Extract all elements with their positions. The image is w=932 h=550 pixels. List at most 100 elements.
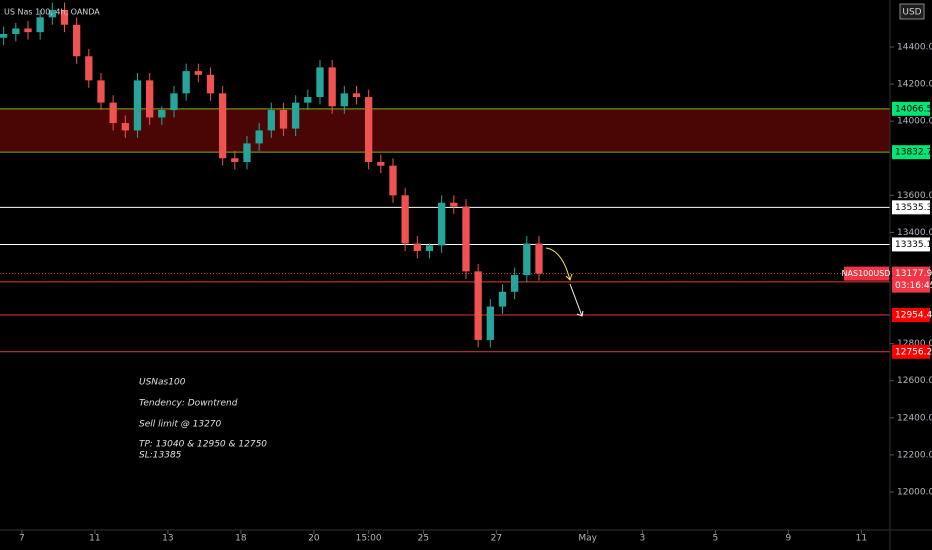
level-label: 12756.2 [895, 347, 932, 357]
candle-body [36, 17, 44, 33]
x-tick-label: 13 [162, 534, 173, 544]
candle-body [316, 67, 324, 98]
y-tick-label: 13600.0 [897, 191, 932, 201]
level-label: 14066.5 [895, 104, 932, 114]
candle-body [304, 97, 312, 103]
candle-body [255, 130, 263, 144]
candle-layer [0, 2, 543, 348]
x-tick-label: 18 [235, 534, 247, 544]
level-label-box [892, 237, 930, 252]
candle-body [12, 28, 20, 35]
candle-body [450, 202, 458, 207]
candle-body [474, 271, 482, 340]
candle-body [243, 143, 251, 162]
x-tick-label: 9 [786, 534, 792, 544]
candle-body [328, 67, 336, 107]
arrow-head [565, 273, 573, 281]
candle-body [24, 28, 32, 33]
symbol-title: US Nas 100, 4h, OANDA [4, 8, 100, 17]
candle-body [219, 93, 227, 159]
x-tick-label: 7 [19, 534, 25, 544]
x-tick-label: 5 [713, 534, 719, 544]
note: Tendency: Downtrend [139, 399, 238, 409]
level-label: 13832.7 [895, 148, 932, 158]
candle-body [413, 243, 421, 251]
candle-body [85, 56, 93, 81]
x-tick-label: 11 [89, 534, 100, 544]
price-name-box [844, 266, 889, 281]
x-tick-label: 15:00 [356, 534, 382, 544]
y-tick-label: 14200.0 [897, 80, 932, 90]
y-tick-label: 12000.0 [897, 487, 932, 497]
y-tick-label: 12800.0 [897, 339, 932, 349]
candle-body [231, 158, 239, 162]
currency-box [899, 3, 925, 20]
candle-body [401, 195, 409, 244]
candle-body [182, 71, 190, 94]
candle-body [535, 243, 543, 274]
level-label: 12954.4 [895, 311, 932, 321]
candle-body [48, 9, 56, 18]
y-tick-label: 14000.0 [897, 117, 932, 127]
candle-body [511, 275, 519, 292]
candle-body [377, 161, 385, 166]
axis-layer: 14400.0 14200.0 14000.0 13600.0 13400.0 12800… [19, 43, 932, 544]
zone-layer [0, 108, 890, 153]
x-tick-label: 27 [491, 534, 502, 544]
y-tick-label: 12200.0 [897, 450, 932, 460]
level-label: 13335.1 [895, 240, 932, 250]
candle-body [389, 165, 397, 196]
candle-body [170, 93, 178, 111]
x-tick-label: 11 [856, 534, 867, 544]
candle-body [97, 80, 105, 103]
candle-body [60, 9, 69, 25]
candle-body [352, 93, 361, 98]
note: TP: 13040 & 12950 & 12750 [139, 440, 267, 450]
candle-body [340, 93, 348, 107]
note: SL:13385 [139, 451, 182, 461]
y-tick-label: 13400.0 [897, 228, 932, 238]
candle-body [267, 110, 275, 131]
candle-body [523, 243, 531, 276]
x-tick-label: May [578, 534, 597, 544]
y-tick-label: 12400.0 [897, 413, 932, 423]
price-name: NAS100USD [842, 269, 891, 278]
candle-body [109, 102, 117, 124]
price-value: 13177.9 [895, 269, 932, 279]
level-label: 13535.3 [895, 203, 932, 213]
level-label-box [892, 344, 930, 359]
level-label-box [892, 145, 930, 160]
zone [0, 108, 890, 153]
candle-body [486, 306, 494, 340]
candle-body [73, 24, 81, 57]
x-tick-label: 20 [308, 534, 320, 544]
candle-body [121, 123, 129, 131]
candle-body [158, 110, 166, 118]
level-label-box [892, 200, 930, 215]
candle-body [365, 97, 373, 162]
candle-body [133, 80, 142, 131]
arrow [545, 247, 571, 281]
y-tick-label: 14400.0 [897, 43, 932, 53]
currency: USD [902, 8, 921, 18]
price-countdown: 03:16:45 [895, 281, 932, 291]
candle-body [462, 206, 470, 272]
candle-body [206, 74, 215, 94]
candle-body [292, 102, 300, 129]
candle-body [194, 71, 202, 75]
x-tick-label: 3 [640, 534, 646, 544]
candle-body [146, 80, 154, 118]
x-tick-label: 25 [418, 534, 429, 544]
level-label-box [892, 308, 930, 323]
y-tick-label: 12600.0 [897, 376, 932, 386]
arrow-head [576, 310, 584, 317]
candle-body [438, 202, 446, 246]
arrow [569, 283, 583, 317]
candle-body [498, 291, 507, 307]
note: Sell limit @ 13270 [139, 420, 222, 430]
candle-body [0, 34, 8, 38]
level-label-box [892, 101, 930, 116]
candle-body [279, 110, 288, 129]
price-box [892, 266, 930, 293]
